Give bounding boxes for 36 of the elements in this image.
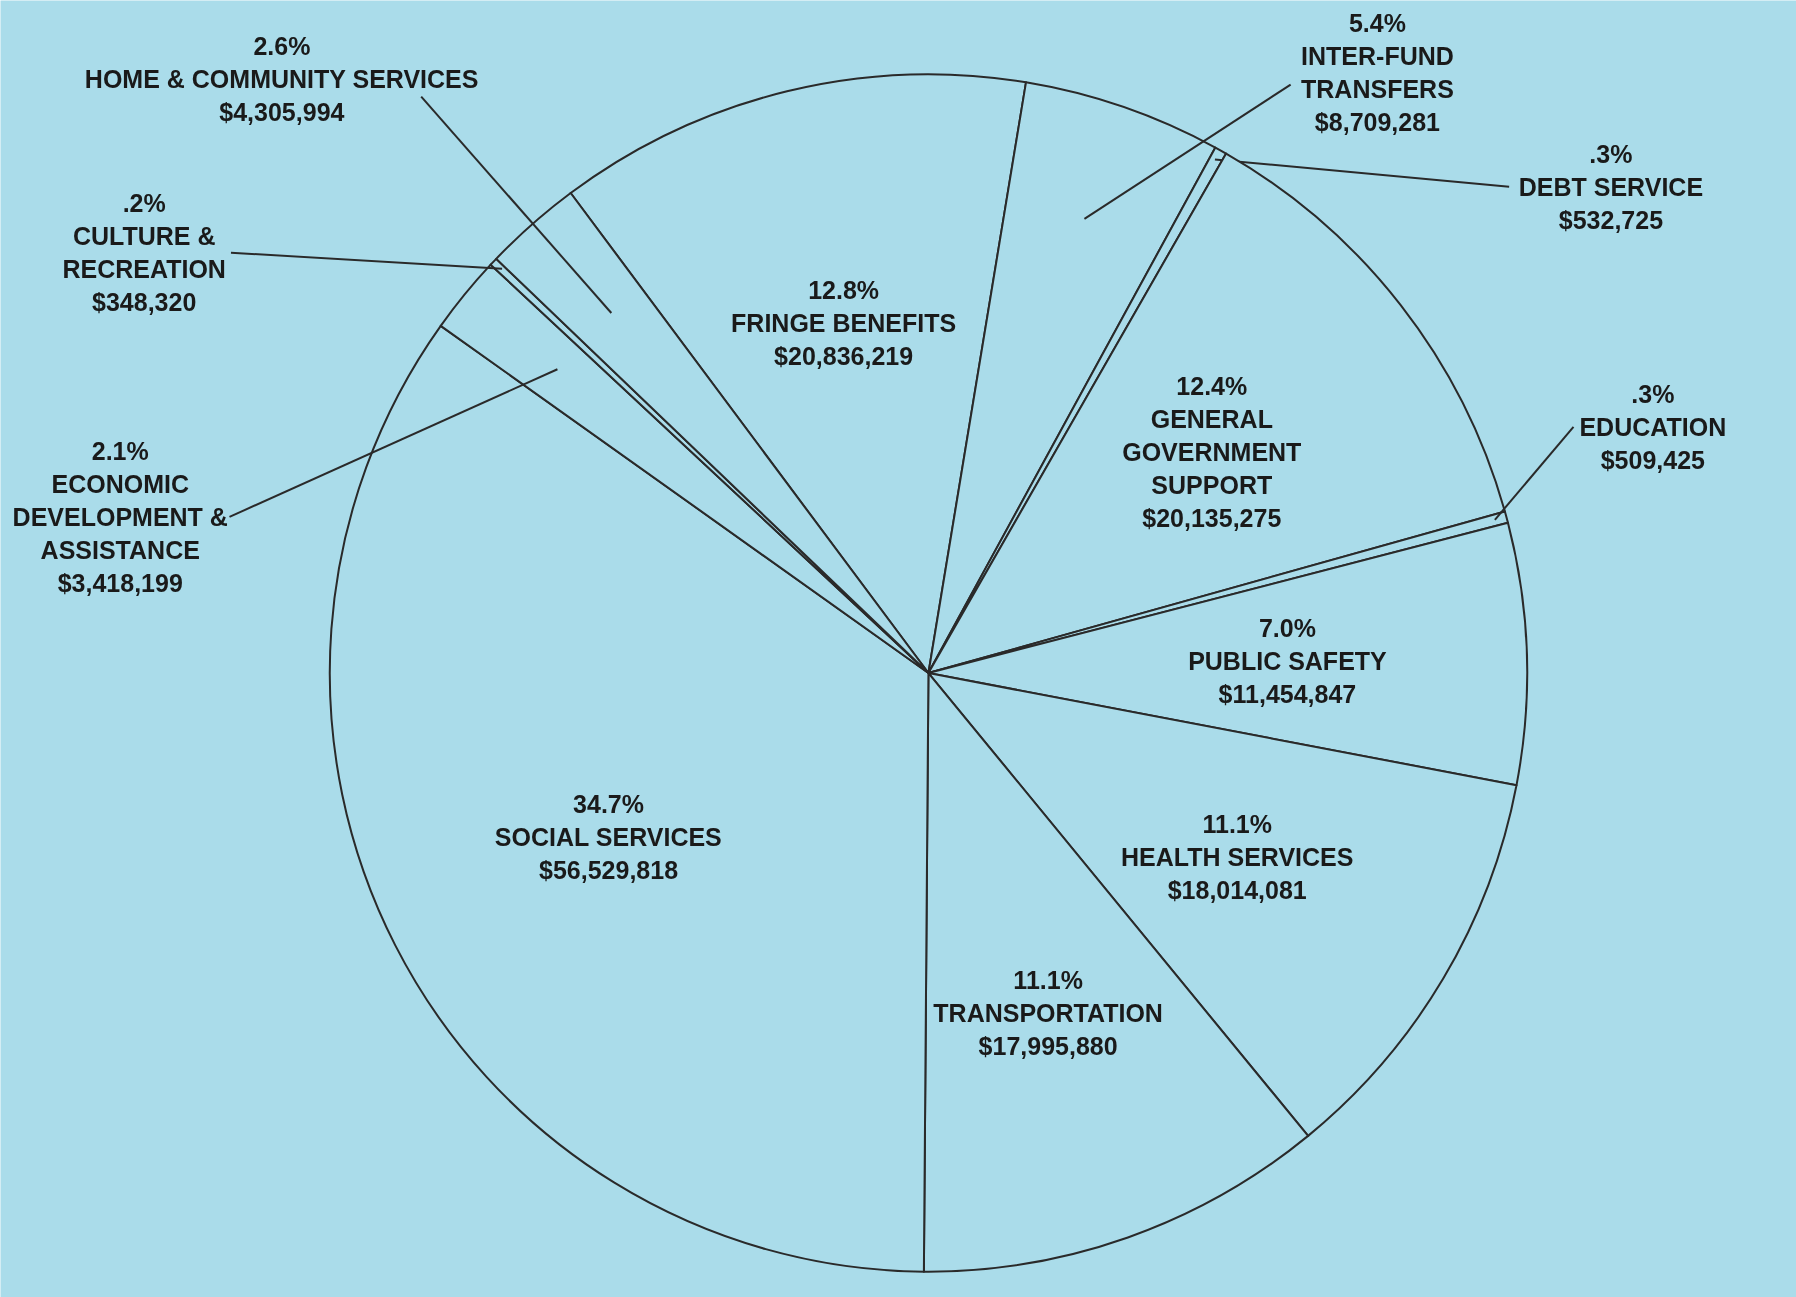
slice-label: SOCIAL SERVICES xyxy=(494,822,722,851)
slice-label: EDUCATION xyxy=(1579,412,1727,441)
text: 12.8% xyxy=(808,275,880,304)
text: .3% xyxy=(1631,379,1675,408)
data-label: $20,836,219 xyxy=(774,341,914,370)
text: 11.1% xyxy=(1202,810,1272,839)
text: .2% xyxy=(122,189,166,218)
text: 5.4% xyxy=(1348,9,1406,38)
text: 2.1% xyxy=(91,436,149,465)
data-label: $17,995,880 xyxy=(978,1031,1118,1060)
data-label: $532,725 xyxy=(1558,205,1664,234)
data-label: $8,709,281 xyxy=(1314,108,1441,137)
data-label: $56,529,818 xyxy=(539,855,679,884)
data-label: $18,014,081 xyxy=(1167,876,1307,905)
data-label: $348,320 xyxy=(92,288,197,317)
text: 11.1% xyxy=(1013,965,1083,994)
slice-label: HEALTH SERVICES xyxy=(1121,843,1354,872)
data-label: $20,135,275 xyxy=(1142,503,1282,532)
slice-label: FRINGE BENEFITS xyxy=(731,308,957,337)
data-label: $509,425 xyxy=(1600,445,1706,474)
text: 2.6% xyxy=(253,31,311,60)
slice-label: HOME & COMMUNITY SERVICES xyxy=(84,64,479,93)
slice-label: GENERAL GOVERNMENT SUPPORT xyxy=(1122,404,1302,499)
text: 7.0% xyxy=(1258,614,1316,643)
data-label: $3,418,199 xyxy=(57,568,183,597)
slice-label: DEBT SERVICE xyxy=(1518,172,1704,201)
text: 12.4% xyxy=(1176,371,1248,400)
slice-label: INTER-FUND TRANSFERS xyxy=(1301,42,1454,104)
text: .3% xyxy=(1589,139,1633,168)
text: 34.7% xyxy=(573,789,644,818)
slice-label: CULTURE & RECREATION xyxy=(62,222,226,284)
slice-label: PUBLIC SAFETY xyxy=(1188,647,1388,676)
data-label: $4,305,994 xyxy=(219,97,345,126)
slice-label: TRANSPORTATION xyxy=(933,998,1163,1027)
slice-label: ECONOMIC DEVELOPMENT & ASSISTANCE xyxy=(12,469,228,564)
data-label: $11,454,847 xyxy=(1218,680,1357,709)
